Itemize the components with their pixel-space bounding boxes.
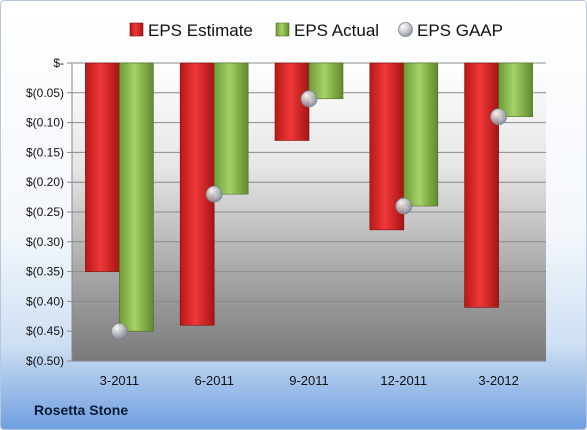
y-tick-label: $(0.40)	[26, 294, 64, 308]
eps-gaap-marker	[395, 197, 413, 215]
legend-estimate-swatch	[129, 22, 144, 37]
eps-actual-bar	[403, 62, 439, 207]
eps-actual-bar	[498, 62, 533, 117]
x-category-label: 3-2012	[478, 373, 518, 388]
eps-estimate-bar	[464, 62, 499, 308]
eps-actual-bar	[213, 62, 249, 195]
x-category-label: 12-2011	[380, 373, 427, 388]
y-tick-label: $(0.50)	[26, 354, 64, 368]
y-tick-label: $(0.45)	[26, 324, 64, 338]
x-category-label: 9-2011	[289, 373, 329, 388]
y-tick-label: $(0.20)	[26, 175, 64, 189]
y-tick-label: $(0.25)	[26, 205, 64, 219]
eps-gaap-marker	[490, 108, 508, 126]
eps-actual-bar	[119, 62, 154, 332]
legend-actual-swatch	[275, 22, 290, 37]
x-category-label: 6-2011	[194, 373, 234, 388]
legend-estimate-label: EPS Estimate	[148, 21, 253, 40]
y-tick-label: $(0.05)	[26, 86, 64, 100]
eps-gaap-marker	[300, 90, 318, 108]
eps-gaap-marker	[111, 322, 128, 340]
y-tick-label: $(0.10)	[26, 116, 64, 130]
legend-actual-label: EPS Actual	[294, 21, 379, 40]
eps-gaap-marker	[205, 185, 223, 203]
y-tick-label: $-	[53, 56, 64, 70]
x-category-label: 3-2011	[100, 373, 140, 388]
y-tick-label: $(0.35)	[26, 265, 64, 279]
y-tick-label: $(0.15)	[26, 145, 64, 159]
legend-gaap-label: EPS GAAP	[417, 21, 503, 40]
legend-gaap-swatch	[398, 22, 413, 37]
y-tick-label: $(0.30)	[26, 235, 64, 249]
company-name: Rosetta Stone	[34, 402, 129, 418]
eps-estimate-bar	[85, 62, 120, 272]
